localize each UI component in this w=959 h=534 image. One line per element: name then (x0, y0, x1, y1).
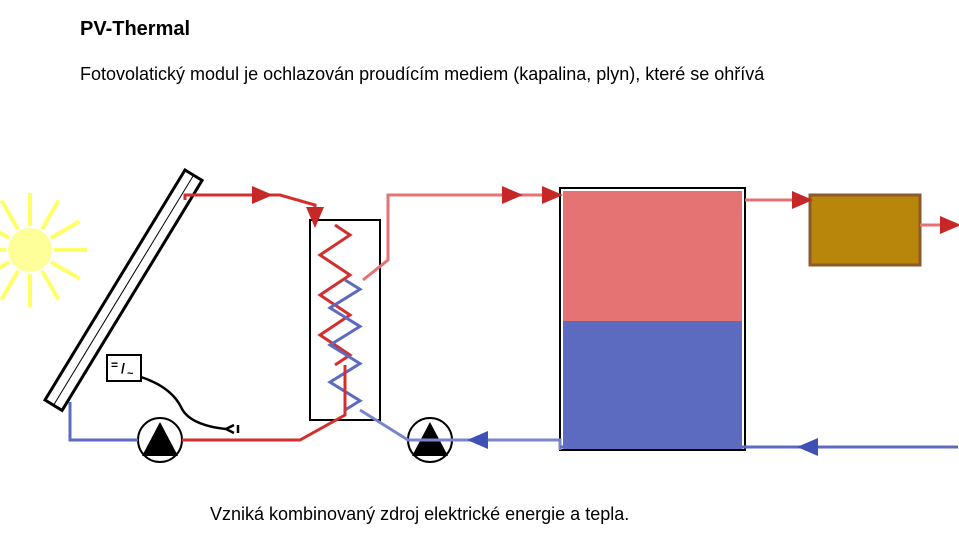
pv-thermal-diagram: = / ~ (0, 0, 959, 534)
svg-text:/: / (121, 360, 125, 376)
storage-tank (560, 188, 745, 451)
radiator (810, 195, 920, 265)
sun-icon (0, 193, 87, 307)
svg-text:=: = (111, 358, 118, 372)
pump-1 (138, 418, 182, 462)
svg-text:~: ~ (127, 368, 134, 380)
